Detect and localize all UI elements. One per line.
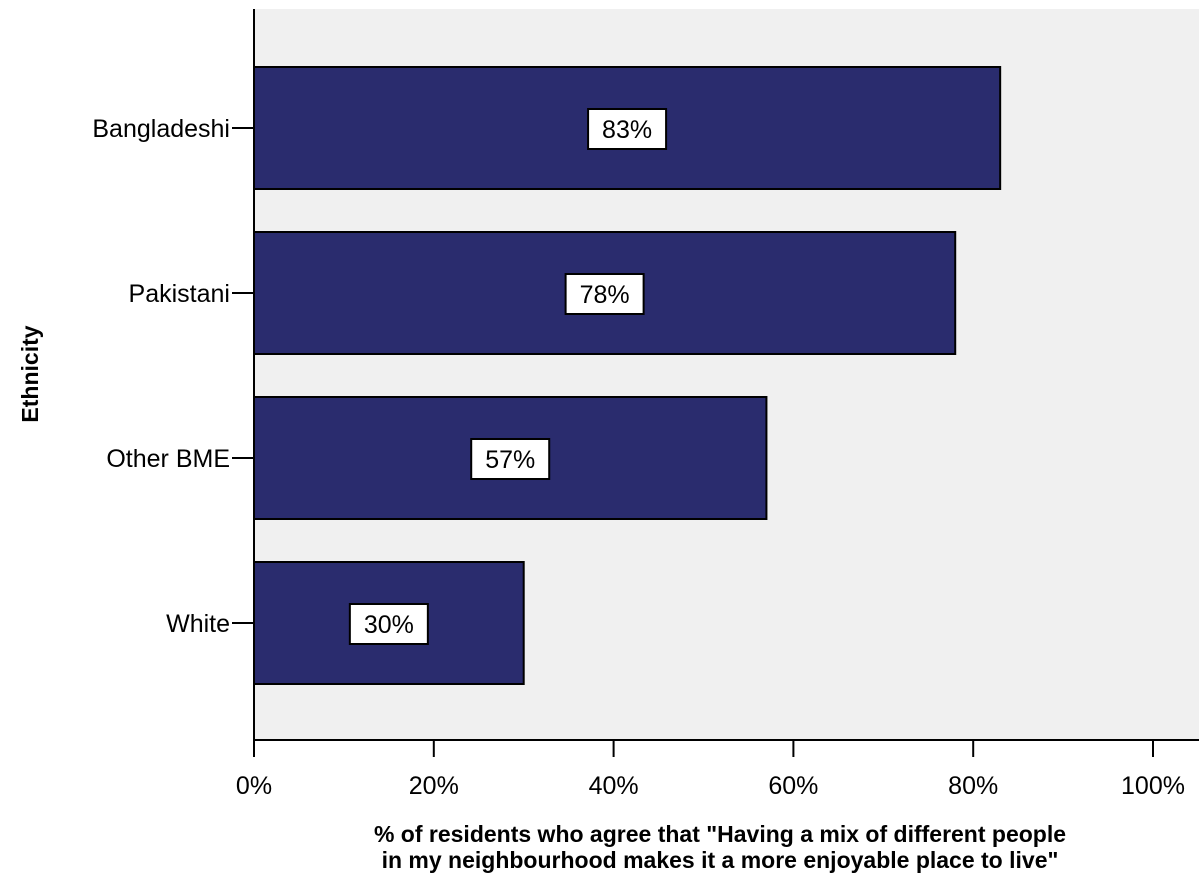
y-tick-label: Bangladeshi — [92, 115, 230, 143]
y-axis-title: Ethnicity — [17, 325, 43, 422]
data-label: 78% — [580, 281, 630, 309]
data-label-box — [587, 108, 668, 150]
data-label: 30% — [364, 611, 414, 639]
data-label-box — [348, 603, 429, 645]
y-tick-label: White — [166, 610, 230, 638]
y-tick-label: Other BME — [106, 445, 230, 473]
x-tick-label: 20% — [409, 772, 459, 800]
data-label-box — [564, 273, 645, 315]
x-tick-label: 0% — [236, 772, 272, 800]
x-tick-label: 60% — [768, 772, 818, 800]
x-tick-label: 40% — [589, 772, 639, 800]
y-tick-label: Pakistani — [129, 280, 230, 308]
x-axis-title-line-2: in my neighbourhood makes it a more enjo… — [382, 847, 1059, 873]
data-label: 83% — [602, 116, 652, 144]
data-label-box — [470, 438, 551, 480]
x-tick-label: 80% — [948, 772, 998, 800]
x-axis-title-line-1: % of residents who agree that "Having a … — [374, 821, 1066, 847]
x-tick-label: 100% — [1121, 772, 1185, 800]
data-label: 57% — [485, 446, 535, 474]
